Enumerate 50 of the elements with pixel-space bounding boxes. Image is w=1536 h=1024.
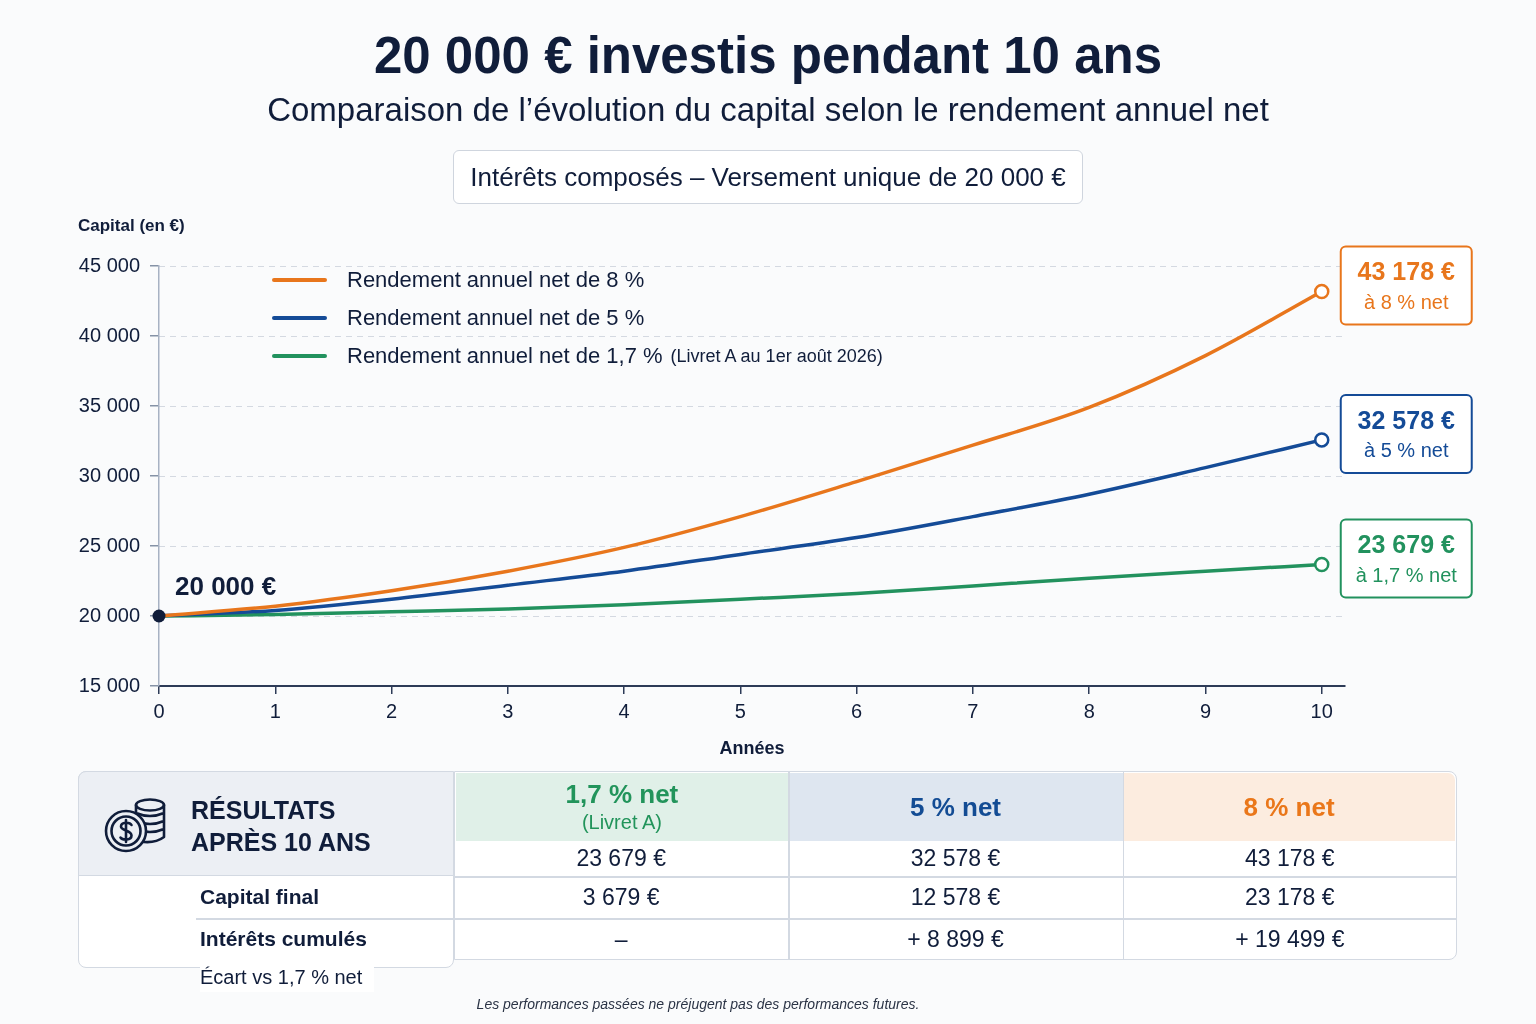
category-label: Intérêts cumulés (200, 927, 367, 950)
text: 23 178 € (1245, 884, 1335, 910)
text: 3 679 € (582, 884, 660, 910)
y-tick-label: 35 000 (78, 393, 140, 416)
x-axis-title: Années (719, 738, 785, 759)
text: 23 679 € (576, 845, 666, 871)
text: RÉSULTATS APRÈS 10 ANS (191, 795, 372, 858)
category-label: 8 % net (1243, 791, 1335, 822)
legend-label: Rendement annuel net de 8 % (347, 267, 645, 293)
x-tick-label: 1 (269, 699, 281, 722)
point (1313, 432, 1330, 448)
legend-label: Rendement annuel net de 5 % (347, 305, 645, 331)
y-tick-label: 25 000 (78, 533, 140, 556)
category-label: Capital final (200, 885, 320, 908)
x-tick-label: 8 (1083, 699, 1095, 722)
data-label: 43 178 € à 8 % net (1357, 257, 1455, 314)
data-label: 20 000 € (175, 571, 277, 602)
y-tick-label: 20 000 (78, 603, 140, 626)
x-tick-label: 7 (967, 699, 979, 722)
data-label: 23 679 € à 1,7 % net (1355, 530, 1458, 587)
chart-subtitle: Comparaison de l’évolution du capital selon le rendement annuel net (266, 91, 1270, 129)
chart-title: 20 000 € investis pendant 10 ans (372, 26, 1164, 86)
text: 32 578 € (910, 845, 1001, 871)
category-label: 5 % net (909, 791, 1001, 822)
y-tick-label: 45 000 (78, 253, 140, 276)
text: 12 578 € (910, 884, 1001, 910)
y-axis-title: Capital (en €) (78, 215, 185, 237)
data-label: 32 578 € à 5 % net (1357, 405, 1455, 462)
x-tick-label: 9 (1199, 699, 1212, 722)
x-tick-label: 0 (153, 699, 165, 722)
x-tick-label: 10 (1310, 699, 1333, 722)
x-tick-label: 6 (851, 699, 863, 722)
y-tick-label: 15 000 (78, 673, 140, 696)
text: Intérêts composés – Versement unique de 20 000 € (453, 150, 1083, 204)
x-tick-label: 5 (734, 699, 746, 722)
text: + 8 899 € (907, 926, 1004, 952)
text: + 19 499 € (1235, 926, 1345, 952)
point (1313, 556, 1330, 573)
legend-label: Rendement annuel net de 1,7 % (347, 343, 663, 369)
x-tick-label: 2 (385, 699, 398, 722)
text: Les performances passées ne préjugent pas des performances futures. (475, 996, 921, 1012)
category-label: 1,7 % net (Livret A) (565, 778, 679, 835)
annotation: (Livret A au 1er août 2026) (670, 345, 883, 367)
x-tick-label: 4 (618, 699, 630, 722)
y-tick-label: 40 000 (78, 323, 140, 346)
text: 43 178 € (1245, 845, 1335, 871)
category-label: Écart vs 1,7 % net (200, 966, 363, 988)
y-tick-label: 30 000 (78, 463, 140, 486)
x-tick-label: 3 (502, 699, 514, 722)
text: – (614, 926, 628, 952)
